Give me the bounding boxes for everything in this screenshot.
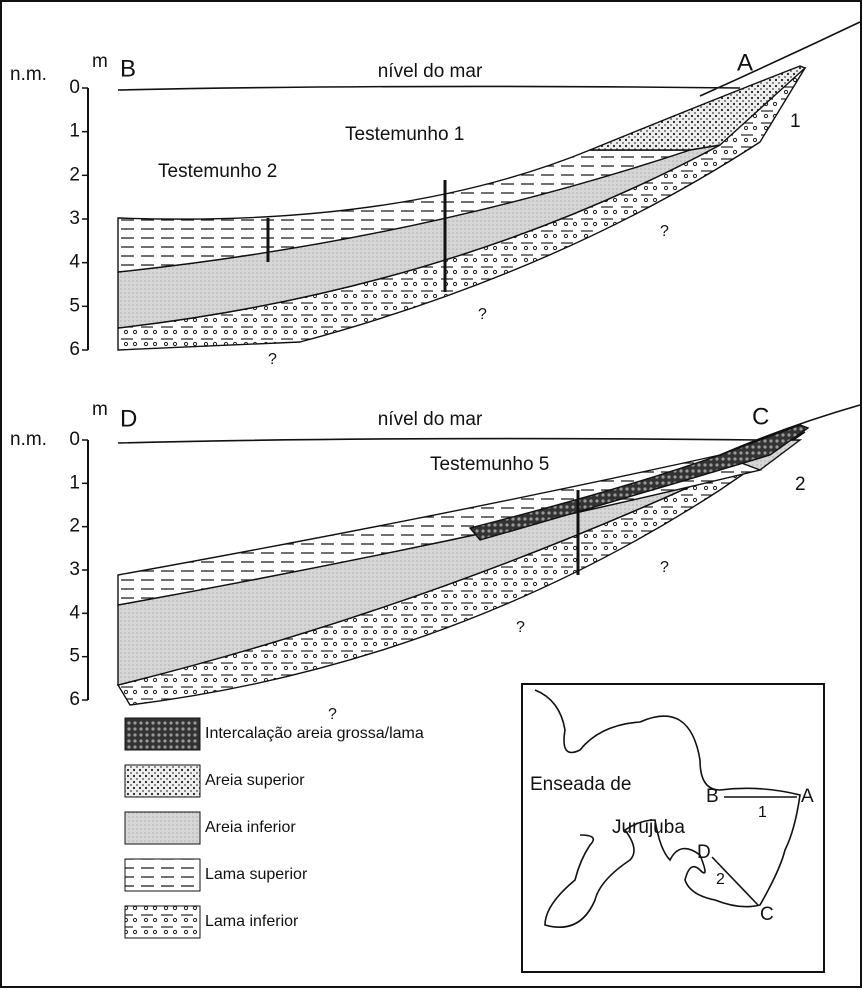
- depth-label: 1: [69, 121, 80, 142]
- depth-label: 5: [69, 295, 80, 316]
- point-label: A: [737, 49, 753, 76]
- point-label: D: [120, 405, 137, 432]
- point-label: B: [120, 55, 136, 82]
- depth-ticks: 0 1 2 3 4 5 6 0 1 2 3 4 5 6: [69, 77, 88, 710]
- unknown-mark: ?: [516, 619, 525, 636]
- legend-swatch: [124, 811, 201, 845]
- legend-swatch: [124, 764, 201, 798]
- sea-level-line: [117, 21, 861, 97]
- map-profile: 2: [716, 871, 725, 888]
- bay-label: Jurujuba: [612, 817, 685, 838]
- section-2: n.m. m D C nível do mar 2 Testemunho 5 ?…: [10, 399, 861, 723]
- legend-label: Lama superior: [205, 866, 308, 883]
- core-label: Testemunho 5: [430, 454, 549, 475]
- areia-superior: [589, 65, 807, 151]
- unit: m: [92, 51, 108, 72]
- depth-label: 6: [69, 339, 80, 360]
- bay-label: Enseada de: [530, 774, 631, 795]
- core-label: Testemunho 2: [158, 161, 277, 182]
- depth-label: 3: [69, 208, 80, 229]
- unknown-mark: ?: [660, 559, 669, 576]
- unit: m: [92, 399, 108, 420]
- depth-label: 4: [69, 602, 80, 623]
- map-profile: 1: [758, 804, 767, 821]
- depth-label: 6: [69, 689, 80, 710]
- datum: n.m.: [10, 429, 47, 450]
- legend-label: Intercalação areia grossa/lama: [205, 725, 424, 742]
- legend-label: Areia inferior: [205, 819, 296, 836]
- depth-label: 0: [69, 77, 80, 98]
- sea-level-label: nível do mar: [378, 409, 483, 430]
- sea-level-line: [117, 404, 861, 456]
- map-point: B: [706, 786, 719, 807]
- map-point: C: [760, 904, 774, 925]
- map-point: D: [697, 842, 711, 863]
- legend-swatch: [124, 905, 201, 939]
- core-label: Testemunho 1: [345, 124, 464, 145]
- datum: n.m.: [10, 64, 47, 85]
- depth-label: 5: [69, 646, 80, 667]
- section-1: n.m. m B A nível do mar 1 Testemunho 1 T…: [10, 21, 861, 368]
- unknown-mark: ?: [328, 706, 337, 723]
- depth-label: 3: [69, 559, 80, 580]
- point-label: C: [752, 403, 769, 430]
- unknown-mark: ?: [660, 223, 669, 240]
- legend: Intercalação areia grossa/lama Areia sup…: [124, 717, 424, 939]
- map-point: A: [801, 786, 814, 807]
- unknown-mark: ?: [478, 306, 487, 323]
- unknown-mark: ?: [268, 351, 277, 368]
- sea-level-label: nível do mar: [378, 61, 483, 82]
- legend-swatch: [124, 717, 201, 751]
- coastline: [534, 689, 801, 929]
- map-frame: [521, 683, 825, 973]
- profile-line: [711, 856, 759, 906]
- legend-label: Areia superior: [205, 772, 305, 789]
- depth-label: 2: [69, 164, 80, 185]
- map: Enseada de Jurujuba A B C D 1 2: [521, 683, 825, 973]
- legend-swatch: [124, 858, 201, 892]
- depth-label: 4: [69, 252, 80, 273]
- profile-number: 2: [795, 474, 806, 495]
- legend-label: Lama inferior: [205, 913, 299, 930]
- depth-label: 1: [69, 472, 80, 493]
- profile-number: 1: [790, 111, 801, 132]
- depth-label: 0: [69, 429, 80, 450]
- depth-label: 2: [69, 516, 80, 537]
